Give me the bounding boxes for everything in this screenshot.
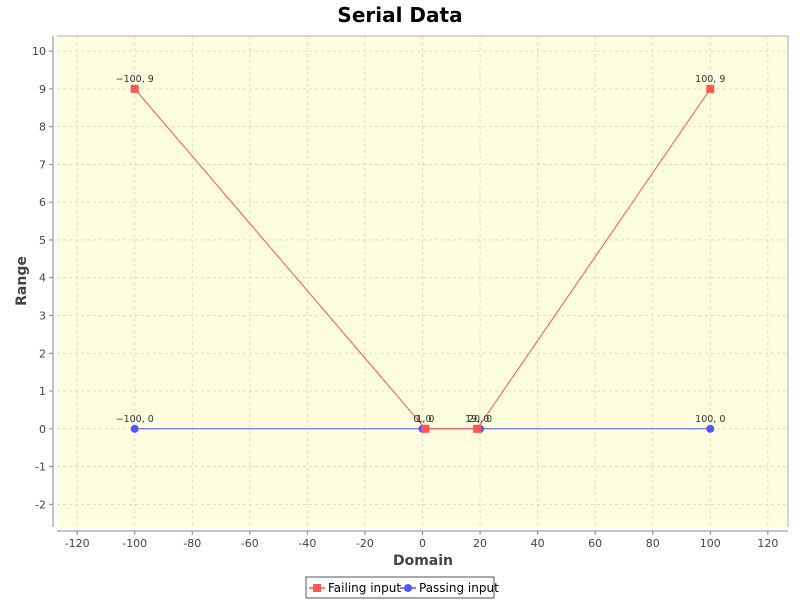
data-label: 20, 0 xyxy=(468,414,492,425)
data-point-failing xyxy=(421,424,430,433)
plot-area: -120 -100 -80 -60 -40 -20 0 20 40 60 80 100 120-2-10… xyxy=(32,35,789,550)
axes xyxy=(49,35,789,535)
data-label: 100, 9 xyxy=(695,74,725,85)
y-tick-label: 10 xyxy=(32,45,46,58)
x-tick-label: 80 xyxy=(646,537,660,550)
data-label: 19, 0 xyxy=(465,414,489,425)
x-tick-label: 120 xyxy=(757,537,778,550)
x-tick-label: 100 xyxy=(700,537,721,550)
data-label: 1, 0 xyxy=(416,414,434,425)
y-tick-label: 1 xyxy=(39,385,46,398)
y-tick-label: 7 xyxy=(39,158,46,171)
legend-label-passing: Passing input xyxy=(419,581,499,595)
x-tick-label: -80 xyxy=(183,537,201,550)
x-tick-label: 20 xyxy=(473,537,487,550)
x-tick-label: -60 xyxy=(241,537,259,550)
x-tick-label: 40 xyxy=(531,537,545,550)
y-tick-label: -1 xyxy=(35,461,46,474)
legend-label-failing: Failing input xyxy=(328,581,401,595)
data-label: 100, 0 xyxy=(695,414,725,425)
data-point-failing xyxy=(130,84,139,93)
y-tick-label: 3 xyxy=(39,309,46,322)
data-label: −100, 9 xyxy=(116,74,154,85)
legend-marker-failing xyxy=(313,584,321,592)
legend: Failing input Passing input xyxy=(305,576,499,599)
x-tick-label: -40 xyxy=(298,537,316,550)
point-labels: −100, 0 0, 0 20, 0 100, 0 −100, 9 1, 0 19, 0 10… xyxy=(116,74,726,425)
data-label: −100, 0 xyxy=(116,414,154,425)
x-axis-label: Domain xyxy=(393,553,453,569)
y-tick-label: 9 xyxy=(39,83,46,96)
y-axis-label: Range xyxy=(14,256,30,306)
chart-title: Serial Data xyxy=(337,3,462,27)
legend-marker-passing xyxy=(404,584,412,592)
data-point-failing xyxy=(473,424,482,433)
y-tick-label: -2 xyxy=(35,498,46,511)
x-tick-label: 60 xyxy=(588,537,602,550)
data-label: 0, 0 xyxy=(413,414,431,425)
series-line-failing xyxy=(134,88,711,430)
x-tick-label: -20 xyxy=(356,537,374,550)
x-tick-label: -100 xyxy=(122,537,147,550)
y-tick-label: 0 xyxy=(39,423,46,436)
y-tick-label: 6 xyxy=(39,196,46,209)
y-tick-label: 4 xyxy=(39,272,46,285)
tick-labels: -120 -100 -80 -60 -40 -20 0 20 40 60 80 100 120-2-10… xyxy=(32,45,778,550)
y-tick-label: 2 xyxy=(39,347,46,360)
y-tick-label: 5 xyxy=(39,234,46,247)
data-point-failing xyxy=(706,84,715,93)
x-tick-label: 0 xyxy=(419,537,426,550)
y-tick-label: 8 xyxy=(39,121,46,134)
data-point-passing xyxy=(706,424,715,433)
series-layer xyxy=(130,84,715,433)
data-point-passing xyxy=(130,424,139,433)
grid-lines xyxy=(57,36,788,527)
x-tick-label: -120 xyxy=(65,537,90,550)
